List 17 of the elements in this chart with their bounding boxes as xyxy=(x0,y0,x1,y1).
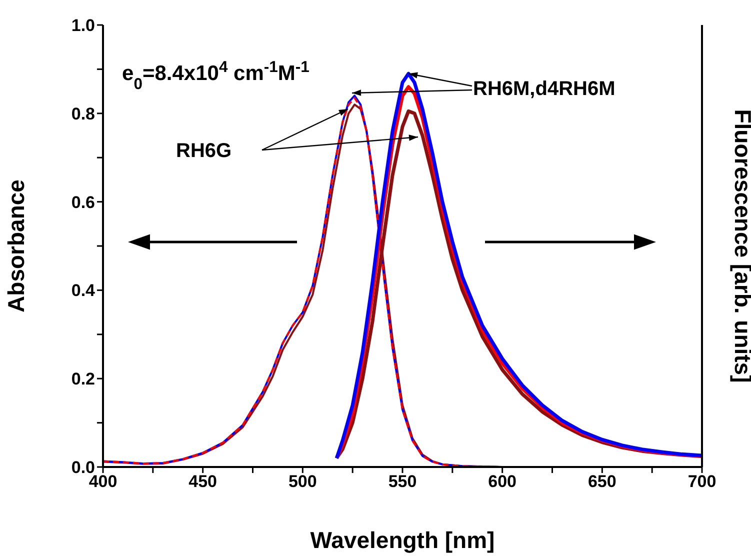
x-tick-label: 600 xyxy=(488,472,517,492)
y-tick-label: 0.2 xyxy=(71,370,95,389)
annotation: e$_{0}$=8.4x10$^{4}$ cm$^{-1}$M$^{-1}$ xyxy=(122,58,310,92)
y-axis-title: Absorbance xyxy=(3,180,30,312)
y-tick-label: 0.8 xyxy=(71,104,95,124)
x-tick-label: 550 xyxy=(388,472,417,492)
x-tick-label: 500 xyxy=(288,472,317,492)
y-tick-label: 1.0 xyxy=(71,16,95,36)
x-axis-title: Wavelength [nm] xyxy=(310,527,495,553)
y-tick-label: 0.4 xyxy=(71,281,96,300)
x-tick-label: 650 xyxy=(588,472,616,492)
annotation: RH6G xyxy=(176,140,232,162)
annotation: RH6M,d4RH6M xyxy=(473,78,616,100)
y-tick-label: 0.6 xyxy=(71,192,95,212)
x-tick-label: 700 xyxy=(688,472,716,492)
x-tick-label: 450 xyxy=(188,472,218,492)
x-tick-label: 400 xyxy=(88,472,118,492)
